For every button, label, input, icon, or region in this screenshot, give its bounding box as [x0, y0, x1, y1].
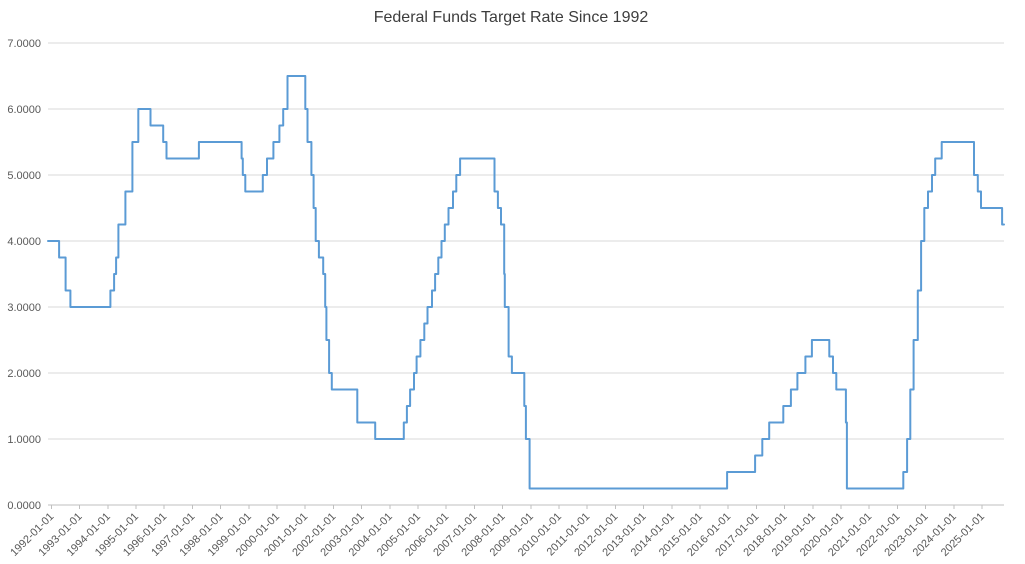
y-tick-label: 4.0000	[7, 236, 41, 248]
y-tick-label: 2.0000	[7, 368, 41, 380]
x-axis-labels: 1992-01-011993-01-011994-01-011995-01-01…	[8, 511, 987, 559]
chart-title: Federal Funds Target Rate Since 1992	[374, 9, 649, 26]
y-tick-label: 0.0000	[7, 500, 41, 512]
y-tick-label: 5.0000	[7, 170, 41, 182]
y-axis-labels: 0.0000 1.0000 2.0000 3.0000 4.0000 5.0000 6.00…	[7, 38, 41, 512]
gridlines	[48, 42, 1004, 506]
y-tick-label: 6.0000	[7, 104, 41, 116]
rate-line-series	[47, 75, 1005, 490]
y-tick-label: 7.0000	[7, 38, 41, 50]
y-tick-label: 1.0000	[7, 434, 41, 446]
x-axis	[48, 504, 1004, 509]
y-tick-label: 3.0000	[7, 302, 41, 314]
